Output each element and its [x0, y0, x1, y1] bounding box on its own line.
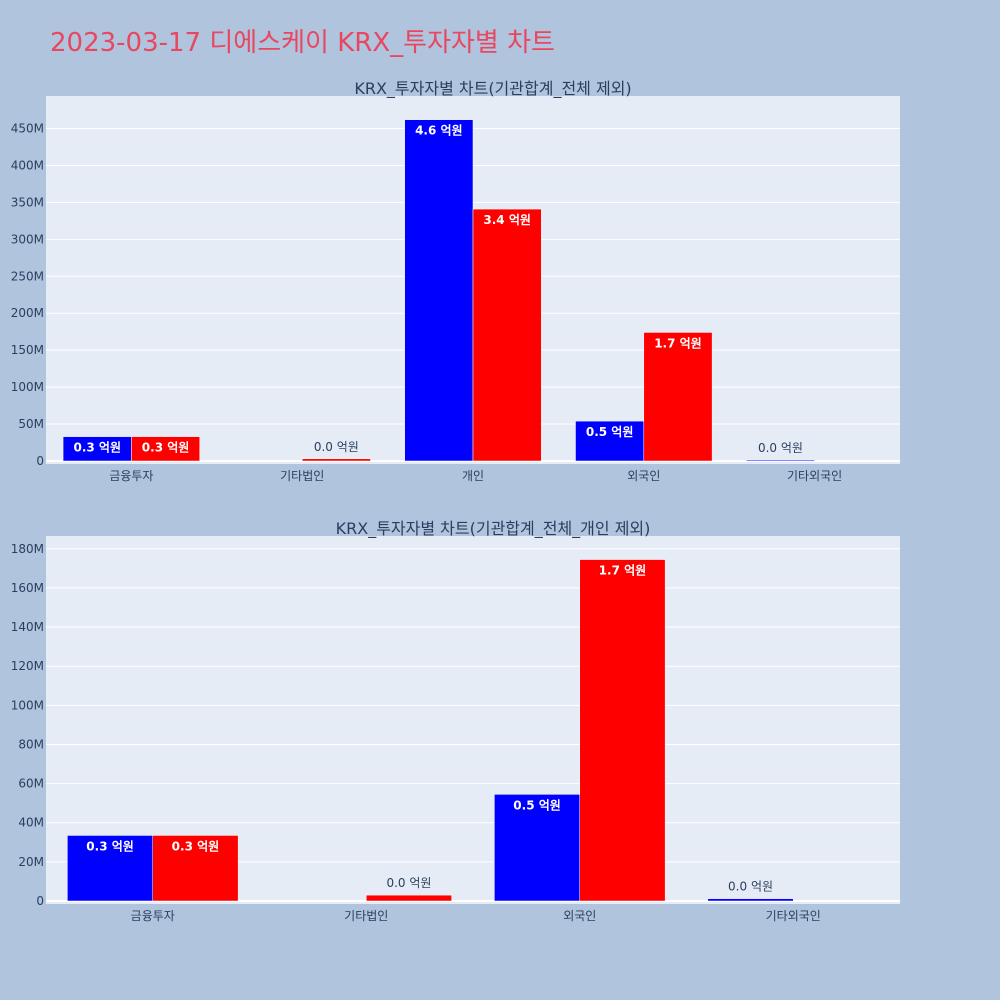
bar — [62, 436, 132, 462]
y-tick-label: 160M — [11, 581, 44, 595]
y-tick-label: 200M — [11, 306, 44, 320]
bar — [746, 459, 815, 462]
x-tick-label: 개인 — [462, 469, 484, 483]
data-label: 0.3 억원 — [86, 839, 134, 853]
data-label: 0.3 억원 — [142, 441, 190, 455]
bar — [579, 559, 666, 902]
y-tick-label: 250M — [11, 269, 44, 283]
x-tick-label: 금융투자 — [131, 909, 175, 923]
bar — [366, 894, 452, 902]
data-label: 0.3 억원 — [172, 839, 220, 853]
bar — [301, 458, 371, 462]
data-label: 4.6 억원 — [415, 124, 463, 138]
chart-title: KRX_투자자별 차트(기관합계_전체_개인 제외) — [336, 519, 651, 539]
data-label: 0.0 억원 — [386, 876, 431, 890]
bar — [67, 835, 153, 902]
data-label: 0.5 억원 — [586, 425, 634, 439]
x-tick-label: 기타법인 — [344, 909, 388, 923]
chart-title: KRX_투자자별 차트(기관합계_전체 제외) — [354, 79, 631, 99]
y-tick-label: 100M — [11, 380, 44, 394]
y-tick-label: 20M — [18, 855, 44, 869]
x-tick-label: 금융투자 — [109, 469, 153, 483]
y-tick-label: 40M — [18, 816, 44, 830]
bar — [707, 898, 794, 902]
y-tick-label: 100M — [11, 698, 44, 712]
chart-top: KRX_투자자별 차트(기관합계_전체 제외) 0 50M 100M 150M 200M 2… — [11, 79, 900, 483]
data-label: 0.0 억원 — [728, 880, 773, 894]
page-title: 2023-03-17 디에스케이 KRX_투자자별 차트 — [50, 28, 555, 58]
bar — [152, 835, 239, 902]
bar — [643, 332, 713, 462]
data-label: 1.7 억원 — [599, 564, 647, 578]
bar — [494, 794, 581, 902]
x-tick-label: 외국인 — [627, 469, 660, 483]
bar — [404, 119, 474, 462]
data-label: 0.0 억원 — [758, 441, 803, 455]
y-tick-label: 450M — [11, 122, 44, 136]
chart-bottom: KRX_투자자별 차트(기관합계_전체_개인 제외) 0 20M 40M 60M 80M 1… — [11, 519, 900, 923]
x-tick-label: 외국인 — [563, 909, 596, 923]
y-tick-label: 80M — [18, 737, 44, 751]
bar — [472, 208, 542, 462]
y-tick-label: 120M — [11, 659, 44, 673]
y-tick-label: 50M — [18, 417, 44, 431]
y-tick-label: 300M — [11, 232, 44, 246]
data-label: 0.5 억원 — [513, 798, 561, 812]
y-tick-label: 150M — [11, 343, 44, 357]
data-label: 0.0 억원 — [314, 440, 359, 454]
bar — [575, 420, 645, 462]
bar — [131, 436, 200, 462]
y-tick-label: 400M — [11, 158, 44, 172]
x-tick-label: 기타외국인 — [766, 909, 821, 923]
x-tick-label: 기타외국인 — [787, 469, 842, 483]
y-tick-label: 350M — [11, 195, 44, 209]
data-label: 1.7 억원 — [654, 336, 702, 350]
y-tick-label: 60M — [18, 777, 44, 791]
y-tick-label: 0 — [36, 894, 44, 908]
y-tick-label: 140M — [11, 620, 44, 634]
x-tick-label: 기타법인 — [280, 469, 324, 483]
data-label: 3.4 억원 — [483, 213, 531, 227]
data-label: 0.3 억원 — [73, 441, 121, 455]
y-tick-label: 180M — [11, 542, 44, 556]
y-tick-label: 0 — [36, 454, 44, 468]
